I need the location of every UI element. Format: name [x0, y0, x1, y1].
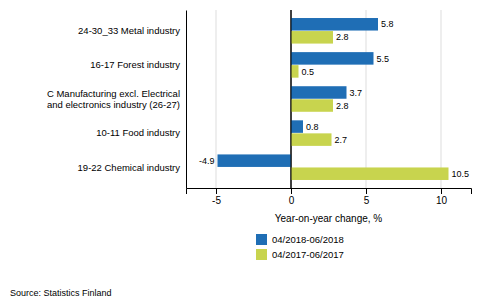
y-tick-label: C Manufacturing excl. Electricaland elec… — [47, 88, 180, 109]
y-tick: 10-11 Food industry — [96, 127, 186, 138]
grid — [216, 10, 441, 188]
bar — [291, 86, 347, 99]
bar — [291, 167, 449, 180]
y-tick: 19-22 Chemical industry — [78, 162, 186, 173]
y-tick-label: 24-30_33 Metal industry — [78, 25, 180, 36]
x-axis-line — [187, 189, 472, 195]
y-tick-label-line: 24-30_33 Metal industry — [78, 25, 180, 36]
x-axis-title: Year-on-year change, % — [275, 213, 383, 224]
legend-swatch — [256, 234, 267, 245]
bar — [291, 65, 299, 78]
bar — [218, 154, 292, 167]
y-tick-label: 19-22 Chemical industry — [78, 162, 181, 173]
plot: -4.9 0.8 3.7 5.5 5.8 10.5 2.7 2.8 0.5 2.8 -5 0 5 10 19… — [47, 10, 472, 206]
legend-label: 04/2018-06/2018 — [272, 234, 344, 245]
data-label: 0.8 — [306, 122, 319, 132]
x-axis: -5 0 5 10 — [187, 188, 472, 206]
zero-line — [291, 10, 292, 188]
grid-line — [441, 10, 442, 188]
y-tick: 16-17 Forest industry — [90, 59, 186, 70]
y-axis-line — [186, 11, 187, 189]
data-labels: -4.9 0.8 3.7 5.5 5.8 10.5 2.7 2.8 0.5 2.8 — [199, 19, 469, 178]
bar — [291, 133, 332, 146]
y-axis: 19-22 Chemical industry 10-11 Food indust… — [47, 11, 187, 189]
x-tick: 5 — [364, 188, 370, 206]
y-tick-label: 16-17 Forest industry — [90, 59, 180, 70]
legend-label: 04/2017-06/2017 — [272, 249, 344, 260]
y-tick: 24-30_33 Metal industry — [78, 25, 186, 36]
x-tick-label: 5 — [364, 195, 370, 206]
data-label: -4.9 — [199, 156, 215, 166]
bar — [291, 52, 374, 65]
bars — [218, 18, 449, 180]
x-tick-label: 0 — [289, 195, 295, 206]
y-tick-label: 10-11 Food industry — [96, 127, 180, 138]
data-label: 3.7 — [350, 88, 363, 98]
y-tick-label-line: C Manufacturing excl. Electrical — [47, 88, 180, 99]
data-label: 10.5 — [452, 169, 470, 179]
data-label: 2.8 — [336, 101, 349, 111]
x-tick: 0 — [289, 188, 295, 206]
x-tick: -5 — [212, 188, 221, 206]
data-label: 5.8 — [381, 19, 394, 29]
grid-line — [216, 10, 217, 188]
data-label: 2.7 — [335, 135, 348, 145]
bar — [291, 99, 333, 112]
y-tick-label-line: 16-17 Forest industry — [90, 59, 180, 70]
x-tick: 10 — [436, 188, 448, 206]
bar — [291, 18, 378, 31]
grid-line — [366, 10, 367, 188]
zero-line — [291, 10, 292, 188]
data-label: 2.8 — [336, 32, 349, 42]
data-label: 5.5 — [377, 54, 390, 64]
legend-item: 04/2017-06/2017 — [256, 249, 344, 260]
y-tick-label-line: 10-11 Food industry — [96, 127, 180, 138]
legend: 04/2018-06/2018 04/2017-06/2017 — [256, 234, 344, 260]
x-tick-mark — [216, 188, 217, 194]
x-tick-label: 10 — [436, 195, 448, 206]
x-tick-label: -5 — [212, 195, 221, 206]
x-tick-mark — [441, 188, 442, 194]
source-note: Source: Statistics Finland — [10, 288, 112, 298]
y-tick: C Manufacturing excl. Electricaland elec… — [47, 88, 186, 109]
x-tick-mark — [291, 188, 292, 194]
y-tick-label-line: and electronics industry (26-27) — [47, 99, 180, 110]
legend-item: 04/2018-06/2018 — [256, 234, 344, 245]
bar — [291, 120, 303, 133]
bar — [291, 31, 333, 44]
y-tick-label-line: 19-22 Chemical industry — [78, 162, 181, 173]
x-tick-mark — [366, 188, 367, 194]
chart: -4.9 0.8 3.7 5.5 5.8 10.5 2.7 2.8 0.5 2.8 -5 0 5 10 19… — [0, 0, 493, 304]
data-label: 0.5 — [302, 67, 315, 77]
legend-swatch — [256, 249, 267, 260]
